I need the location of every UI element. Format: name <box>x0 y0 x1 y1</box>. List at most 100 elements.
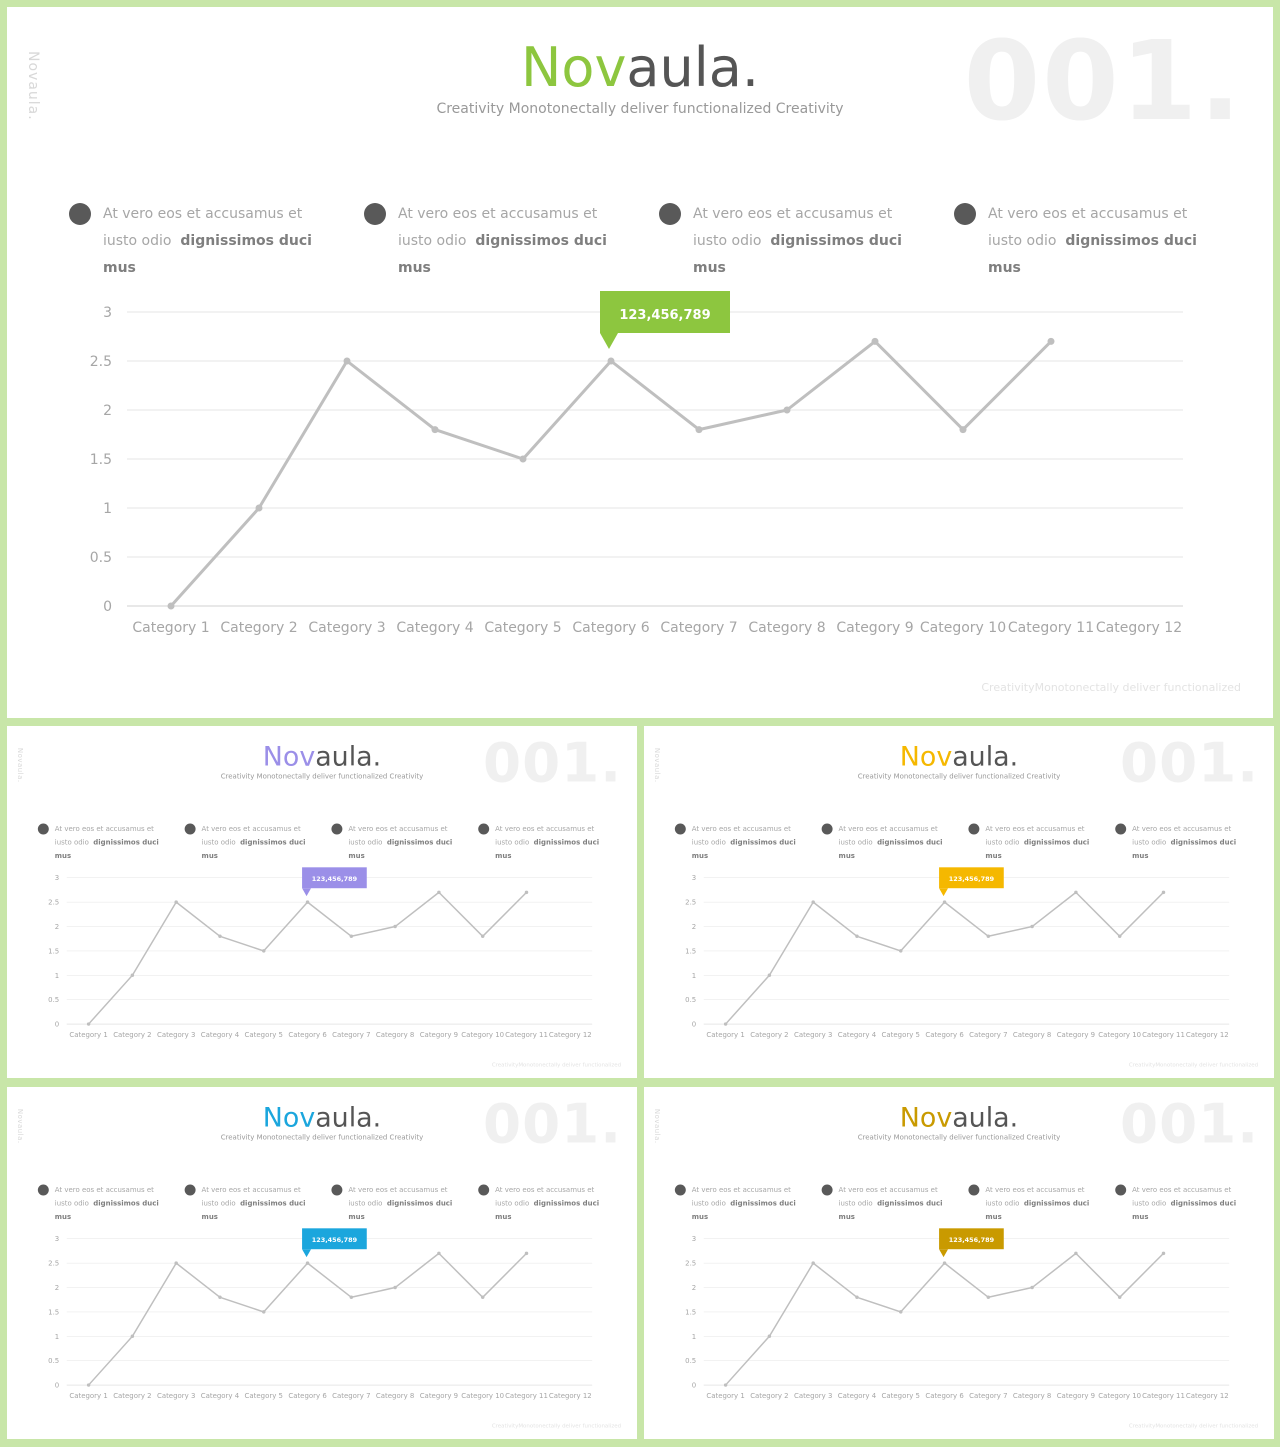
y-tick-label: 2 <box>103 403 112 419</box>
x-tick-label: Category 3 <box>157 1031 195 1039</box>
data-point <box>811 1261 815 1265</box>
bullet-list: At vero eos et accusamus et iusto odio di… <box>37 823 625 860</box>
x-tick-label: Category 5 <box>245 1392 283 1400</box>
data-point <box>607 357 615 365</box>
y-tick-label: 3 <box>55 1235 59 1243</box>
y-tick-label: 2.5 <box>48 1260 59 1268</box>
bullet-dot-icon <box>69 203 91 225</box>
slide-content: Novaula. 001. Novaula. Creativity Monoto… <box>7 726 637 1078</box>
data-point <box>1117 1295 1122 1300</box>
y-tick-label: 0 <box>692 1382 696 1390</box>
y-tick-label: 0 <box>103 599 112 615</box>
bullet-text: At vero eos et accusamus et iusto odio di… <box>54 1186 159 1221</box>
bullet-text: At vero eos et accusamus et iusto odio di… <box>201 1186 306 1221</box>
x-tick-label: Category 2 <box>113 1031 151 1039</box>
data-point <box>855 934 859 939</box>
y-tick-label: 3 <box>692 874 696 882</box>
bullet-text: At vero eos et accusamus et iusto odio di… <box>691 825 796 860</box>
data-point <box>1074 890 1078 895</box>
data-point <box>519 455 527 463</box>
x-tick-label: Category 7 <box>332 1031 370 1039</box>
side-label: Novaula. <box>15 1108 24 1144</box>
brand-logo: Novaula. <box>7 1102 637 1133</box>
y-tick-label: 1.5 <box>90 452 112 468</box>
x-tick-label: Category 10 <box>1098 1392 1141 1400</box>
data-point <box>174 900 178 904</box>
x-tick-label: Category 8 <box>376 1392 414 1400</box>
y-tick-label: 1.5 <box>685 947 696 955</box>
slide-content: Novaula. 001. Novaula. Creativity Monoto… <box>7 7 1273 718</box>
bullet-dot-icon <box>37 1184 49 1196</box>
data-point <box>393 924 397 929</box>
x-tick-label: Category 7 <box>660 620 737 636</box>
callout-box <box>939 867 1004 889</box>
bullet-dot-icon <box>954 203 976 225</box>
line-chart: 0 0.5 1 1.5 2 2.5 3 Category 1 Category 2 Categor… <box>685 1228 1230 1400</box>
y-tick-label: 1.5 <box>48 1308 59 1316</box>
x-tick-label: Category 3 <box>157 1392 195 1400</box>
bullet-dot-icon <box>37 823 49 835</box>
x-tick-label: Category 6 <box>288 1031 326 1039</box>
bullet-text: At vero eos et accusamus et iusto odio di… <box>693 206 902 276</box>
data-point <box>262 1310 266 1314</box>
y-tick-label: 2.5 <box>90 354 112 370</box>
brand-logo: Novaula. <box>644 741 1274 772</box>
footer-text: CreativityMonotonectally deliver functio… <box>491 1422 622 1429</box>
line-chart: 0 0.5 1 1.5 2 2.5 3 Category 1 Category 2 Categor… <box>90 291 1183 636</box>
y-tick-label: 0.5 <box>90 550 112 566</box>
line-chart: 0 0.5 1 1.5 2 2.5 3 Category 1 Category 2 Categor… <box>685 867 1230 1039</box>
x-tick-label: Category 4 <box>396 620 473 636</box>
y-tick-label: 0 <box>692 1021 696 1029</box>
x-tick-label: Category 10 <box>920 620 1006 636</box>
slide-number: 001. <box>1120 1091 1260 1156</box>
data-point <box>959 426 967 434</box>
slide-variant-yellow: Novaula. 001. Novaula. Creativity Monoto… <box>644 726 1274 1078</box>
subtitle: Creativity Monotonectally deliver functi… <box>220 1133 424 1142</box>
callout-label: 123,456,789 <box>619 308 710 323</box>
x-tick-label: Category 12 <box>1096 620 1182 636</box>
series-line <box>169 339 1053 608</box>
data-point <box>1161 1251 1166 1256</box>
callout-box <box>302 867 367 889</box>
side-label: Novaula. <box>652 747 661 783</box>
data-point <box>349 1295 354 1300</box>
bullet-text: At vero eos et accusamus et iusto odio di… <box>103 206 312 276</box>
brand-logo-accent: Nov <box>899 1101 953 1133</box>
x-tick-label: Category 11 <box>1008 620 1094 636</box>
y-tick-label: 0.5 <box>685 1357 696 1365</box>
data-point <box>130 1334 135 1339</box>
data-point <box>524 890 529 895</box>
y-tick-label: 0.5 <box>48 996 59 1004</box>
bullet-list: At vero eos et accusamus et iusto odio di… <box>674 1184 1262 1221</box>
data-point <box>986 1295 991 1300</box>
x-tick-label: Category 12 <box>549 1392 592 1400</box>
y-tick-label: 2.5 <box>48 899 59 907</box>
callout-box <box>302 1228 367 1250</box>
data-point <box>1117 934 1122 939</box>
data-point <box>218 1295 222 1300</box>
data-point <box>480 1295 485 1300</box>
x-tick-label: Category 2 <box>220 620 297 636</box>
data-point <box>1030 1285 1034 1290</box>
slide-content: Novaula. 001. Novaula. Creativity Monoto… <box>7 1087 637 1439</box>
data-point <box>767 973 772 978</box>
callout-pointer <box>302 1249 312 1258</box>
y-tick-label: 2.5 <box>685 899 696 907</box>
brand-logo-rest: aula. <box>952 1101 1019 1133</box>
x-tick-label: Category 1 <box>706 1031 744 1039</box>
x-tick-label: Category 6 <box>288 1392 326 1400</box>
x-tick-label: Category 1 <box>132 620 209 636</box>
data-point <box>431 426 439 434</box>
x-tick-label: Category 11 <box>505 1031 548 1039</box>
data-point <box>1161 890 1166 895</box>
x-tick-label: Category 1 <box>69 1031 107 1039</box>
slide-number: 001. <box>483 1091 623 1156</box>
y-tick-label: 3 <box>692 1235 696 1243</box>
y-tick-label: 1.5 <box>685 1308 696 1316</box>
x-tick-label: Category 6 <box>572 620 649 636</box>
x-tick-label: Category 9 <box>1057 1392 1095 1400</box>
y-tick-label: 1 <box>55 1333 59 1341</box>
brand-logo-accent: Nov <box>262 1101 316 1133</box>
y-tick-label: 3 <box>103 305 112 321</box>
y-tick-label: 0 <box>55 1382 59 1390</box>
